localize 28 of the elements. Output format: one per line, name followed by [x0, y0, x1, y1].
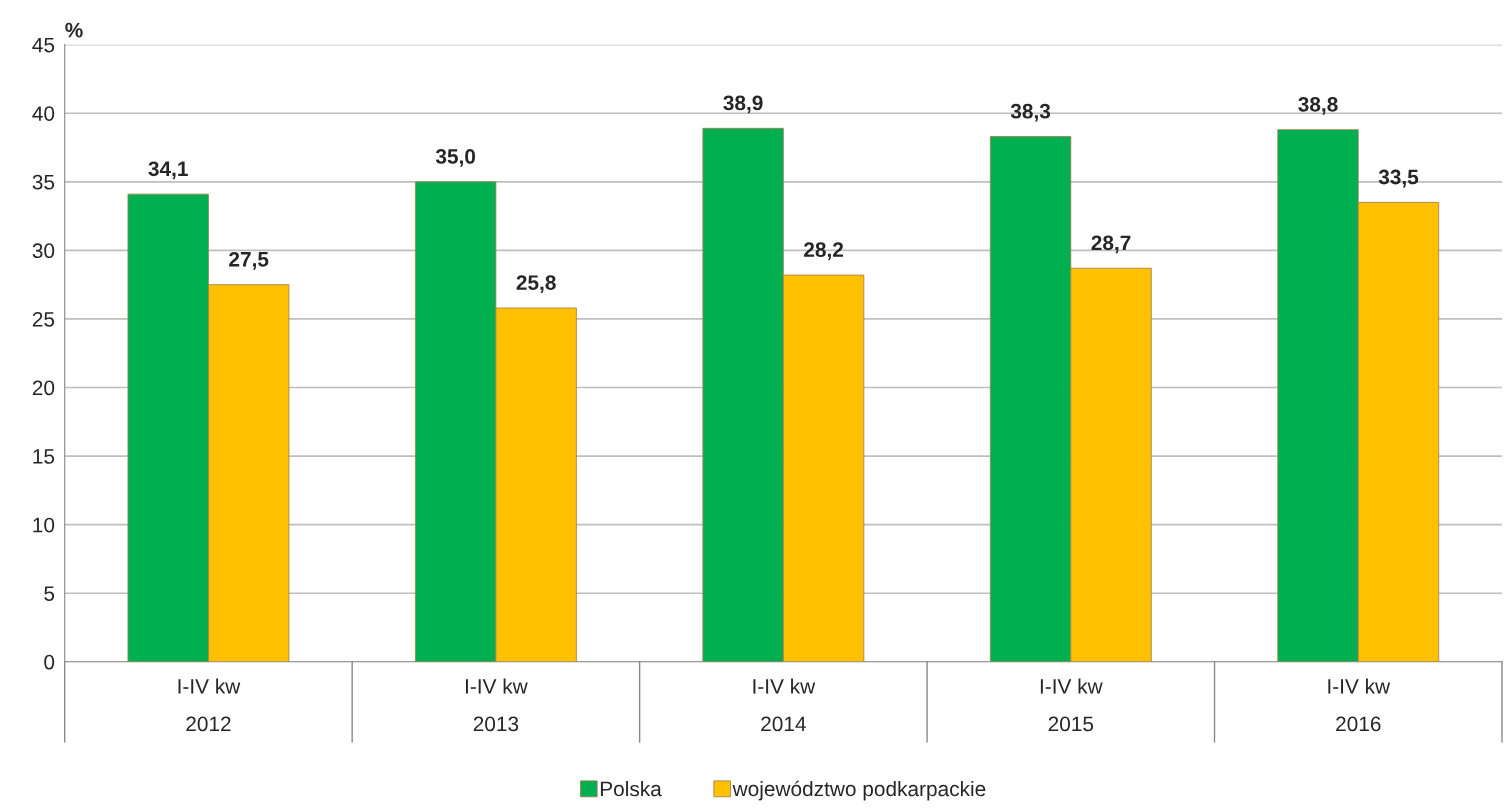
x-tick-label: I-IV kw 2014 — [753, 678, 816, 732]
data-label: 27,5 — [229, 251, 269, 270]
x-tick-label: I-IV kw 2013 — [465, 678, 528, 732]
x-tick-label: I-IV kw 2012 — [178, 678, 241, 732]
y-tick-label: 35 — [32, 174, 55, 190]
data-label: 34,1 — [148, 161, 188, 180]
data-label: 28,7 — [1091, 235, 1131, 254]
data-label: 38,8 — [1298, 96, 1338, 115]
data-label: 33,5 — [1378, 169, 1419, 188]
y-tick-label: 25 — [32, 311, 55, 327]
data-label: 38,3 — [1010, 103, 1051, 122]
y-tick-label: 0 — [44, 654, 55, 670]
legend-label: województwo podkarpackie — [732, 780, 986, 801]
x-tick-label: I-IV kw 2015 — [1040, 678, 1103, 732]
y-tick-label: 15 — [33, 449, 55, 464]
y-tick-label: 30 — [32, 243, 55, 259]
y-tick-label: 10 — [33, 517, 55, 533]
y-tick-label: 5 — [44, 586, 55, 601]
data-label: 28,2 — [804, 242, 844, 261]
y-tick-label: 20 — [32, 380, 55, 396]
data-label: 35,0 — [435, 149, 476, 167]
data-label: 38,9 — [723, 95, 763, 114]
legend-label: Polska — [600, 780, 662, 797]
y-axis-title: % — [65, 22, 83, 38]
y-tick-label: 45 — [32, 37, 55, 53]
x-tick-label: I-IV kw 2016 — [1328, 678, 1391, 732]
data-label: 25,8 — [516, 275, 556, 293]
y-tick-label: 40 — [32, 106, 55, 121]
